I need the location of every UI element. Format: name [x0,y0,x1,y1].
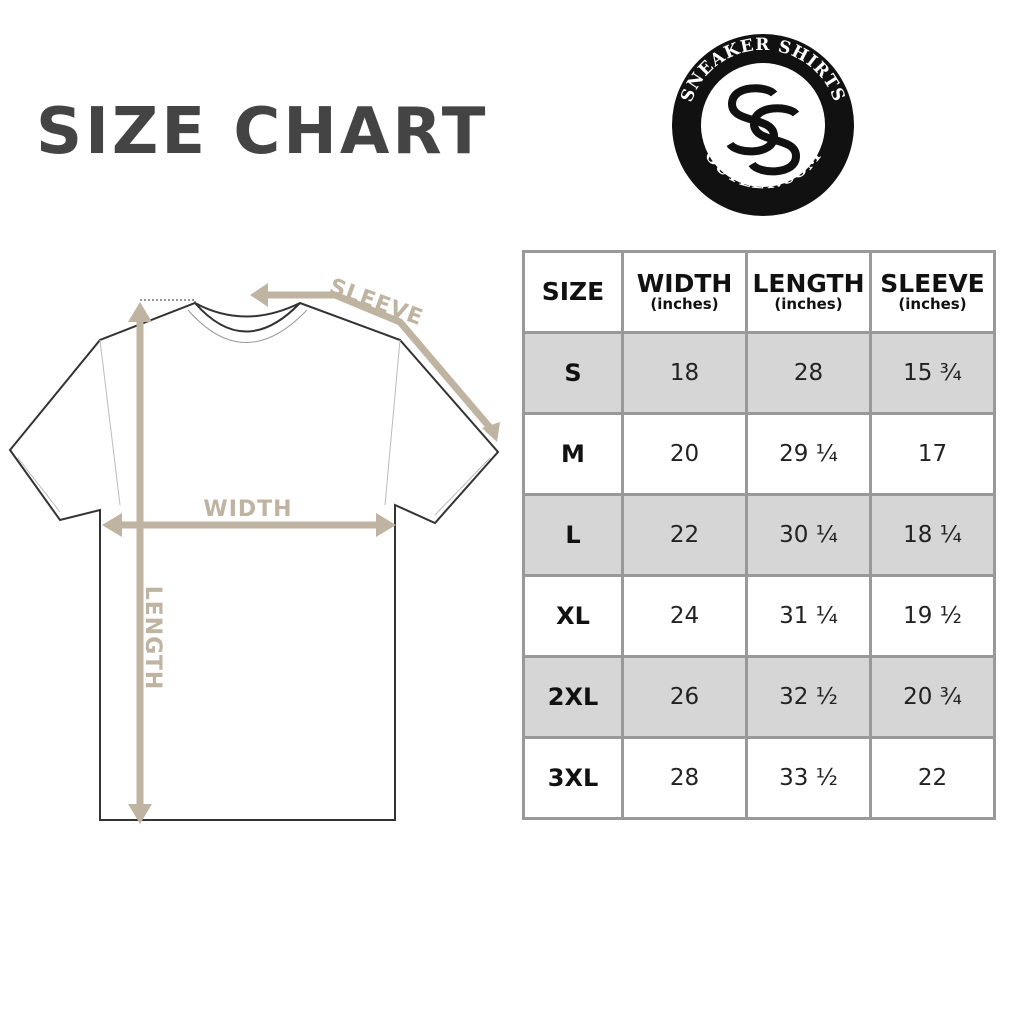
width-label: WIDTH [203,497,292,522]
length-cell: 28 [745,331,872,415]
length-label: LENGTH [140,586,165,691]
size-cell: M [522,412,624,496]
logo-monogram-icon [726,84,801,176]
sleeve-cell: 18 ¼ [869,493,996,577]
header-width: WIDTH (inches) [621,250,748,334]
sleeve-cell: 17 [869,412,996,496]
table-row: M 20 29 ¼ 17 [522,412,996,496]
size-cell: S [522,331,624,415]
sleeve-cell: 19 ½ [869,574,996,658]
sleeve-cell: 20 ¾ [869,655,996,739]
table-row: 3XL 28 33 ½ 22 [522,736,996,820]
tshirt-outline [8,301,500,821]
table-row: 2XL 26 32 ½ 20 ¾ [522,655,996,739]
width-arrow-icon [102,513,396,537]
length-cell: 30 ¼ [745,493,872,577]
size-cell: XL [522,574,624,658]
header-length: LENGTH (inches) [745,250,872,334]
size-table: SIZE WIDTH (inches) LENGTH (inches) SLEEVE… [522,250,996,820]
width-cell: 28 [621,736,748,820]
size-cell: 2XL [522,655,624,739]
size-cell: 3XL [522,736,624,820]
width-cell: 20 [621,412,748,496]
sleeve-cell: 22 [869,736,996,820]
sleeve-arrow-icon [250,283,500,442]
length-cell: 31 ¼ [745,574,872,658]
table-row: S 18 28 15 ¾ [522,331,996,415]
sleeve-cell: 15 ¾ [869,331,996,415]
length-arrow-icon [128,302,152,824]
length-cell: 33 ½ [745,736,872,820]
table-row: XL 24 31 ¼ 19 ½ [522,574,996,658]
width-cell: 26 [621,655,748,739]
width-cell: 22 [621,493,748,577]
length-cell: 29 ¼ [745,412,872,496]
width-cell: 18 [621,331,748,415]
table-row: L 22 30 ¼ 18 ¼ [522,493,996,577]
header-sleeve: SLEEVE (inches) [869,250,996,334]
header-size: SIZE [522,250,624,334]
tshirt-diagram: SLEEVE WIDTH LENGTH [8,274,500,824]
width-cell: 24 [621,574,748,658]
size-cell: L [522,493,624,577]
page-title: SIZE CHART [36,95,489,169]
brand-logo: SNEAKER SHIRTS OUTLET.COM [672,34,854,216]
length-cell: 32 ½ [745,655,872,739]
table-header-row: SIZE WIDTH (inches) LENGTH (inches) SLEEVE… [522,250,996,334]
